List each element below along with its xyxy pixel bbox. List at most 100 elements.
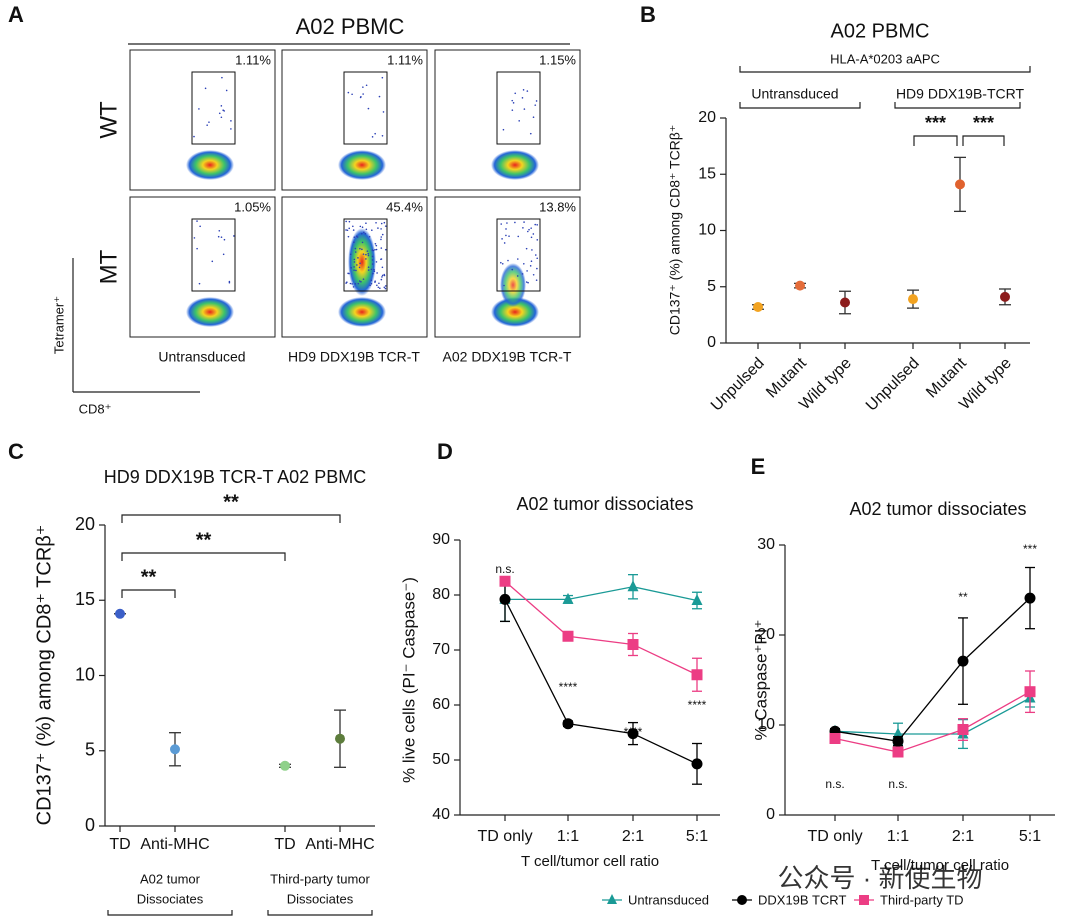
gate	[496, 218, 541, 292]
y-axis-label: CD137⁺ (%) among CD8⁺ TCRβ⁺	[667, 125, 683, 335]
cell-dot	[221, 76, 223, 79]
cell-dot	[522, 89, 525, 91]
panel-title: A02 PBMC	[296, 14, 405, 39]
panel-label: E	[751, 454, 766, 479]
cell-dot	[349, 282, 352, 285]
cell-dot	[230, 120, 232, 122]
density	[500, 263, 526, 307]
cell-dot	[196, 247, 198, 250]
cell-dot	[523, 263, 525, 265]
marker	[892, 746, 904, 758]
cell-dot	[514, 221, 516, 224]
cell-dot	[347, 91, 350, 94]
y-tick-label: 5	[85, 740, 95, 760]
cell-dot	[383, 286, 386, 289]
cell-dot	[198, 282, 201, 285]
cell-dot	[371, 263, 374, 265]
x-tick-label: Unpulsed	[863, 355, 923, 415]
significance: ***	[973, 113, 994, 133]
gate-percent: 1.15%	[539, 52, 576, 67]
significance: ****	[559, 680, 578, 694]
group-label: Dissociates	[287, 891, 354, 906]
cell-dot	[501, 262, 504, 265]
density	[491, 150, 539, 180]
panel-title: A02 tumor dissociates	[516, 494, 693, 514]
cell-dot	[374, 242, 377, 245]
legend-label: Third-party TD	[880, 892, 964, 907]
cell-dot	[346, 229, 349, 232]
cell-dot	[530, 236, 533, 239]
cell-dot	[536, 239, 539, 241]
cell-dot	[505, 234, 507, 237]
dot	[170, 744, 180, 755]
cell-dot	[360, 281, 362, 283]
cell-dot	[356, 264, 358, 266]
legend-label: Untransduced	[628, 892, 709, 907]
marker	[1024, 686, 1036, 698]
marker	[957, 724, 969, 735]
cell-dot	[376, 284, 378, 287]
x-tick-label: 2:1	[622, 828, 644, 845]
cell-dot	[223, 110, 226, 112]
cell-dot	[225, 89, 228, 92]
group-label: Third-party tumor	[270, 871, 370, 886]
significance: **	[958, 590, 968, 604]
cell-dot	[380, 238, 382, 241]
cell-dot	[370, 279, 373, 282]
cell-dot	[199, 225, 201, 228]
group-line	[267, 910, 373, 916]
plot-frame	[281, 49, 428, 191]
cell-dot	[380, 228, 382, 230]
cell-dot	[353, 269, 355, 271]
cell-dot	[526, 230, 529, 233]
x-tick-label: 2:1	[952, 828, 974, 845]
cell-dot	[220, 236, 223, 238]
cell-dot	[357, 282, 360, 285]
cell-dot	[378, 282, 380, 285]
cell-dot	[534, 104, 537, 106]
cell-dot	[511, 268, 514, 271]
cell-dot	[374, 280, 376, 282]
dot	[115, 608, 125, 619]
cell-dot	[361, 248, 363, 251]
cell-dot	[362, 93, 364, 95]
cell-dot	[349, 253, 352, 256]
cell-dot	[521, 273, 524, 275]
panel-label: C	[8, 439, 24, 464]
x-tick-label: 1:1	[557, 828, 579, 845]
y-tick-label: 60	[432, 696, 450, 713]
marker	[892, 735, 904, 747]
dot	[908, 294, 918, 305]
significance: **	[141, 566, 157, 588]
cell-dot	[536, 267, 538, 270]
panel-title: A02 PBMC	[831, 20, 930, 42]
significance: n.s.	[888, 777, 907, 791]
cell-dot	[351, 283, 353, 285]
cell-dot	[233, 235, 235, 237]
cell-dot	[530, 227, 532, 229]
x-tick-label: Anti-MHC	[140, 836, 209, 853]
x-tick-label: TD only	[807, 828, 862, 845]
y-tick-label: 20	[75, 514, 95, 534]
cell-dot	[362, 253, 365, 255]
cell-dot	[357, 257, 359, 259]
y-tick-label: 0	[707, 334, 716, 351]
marker	[627, 639, 639, 650]
plot-frame	[434, 196, 581, 338]
cell-dot	[208, 121, 210, 123]
cell-dot	[365, 228, 368, 231]
cell-dot	[531, 249, 533, 251]
legend-label: DDX19B TCRT	[758, 892, 846, 907]
cell-dot	[345, 229, 347, 231]
cell-dot	[348, 220, 351, 223]
x-axis-label: T cell/tumor cell ratio	[521, 853, 659, 870]
y-tick-label: 30	[757, 536, 775, 553]
cell-dot	[371, 136, 374, 138]
cell-dot	[534, 254, 537, 256]
marker	[562, 592, 574, 604]
cell-dot	[526, 90, 529, 92]
cell-dot	[359, 262, 361, 265]
series-line	[834, 691, 1031, 753]
cell-dot	[346, 281, 348, 284]
cell-dot	[348, 227, 351, 230]
